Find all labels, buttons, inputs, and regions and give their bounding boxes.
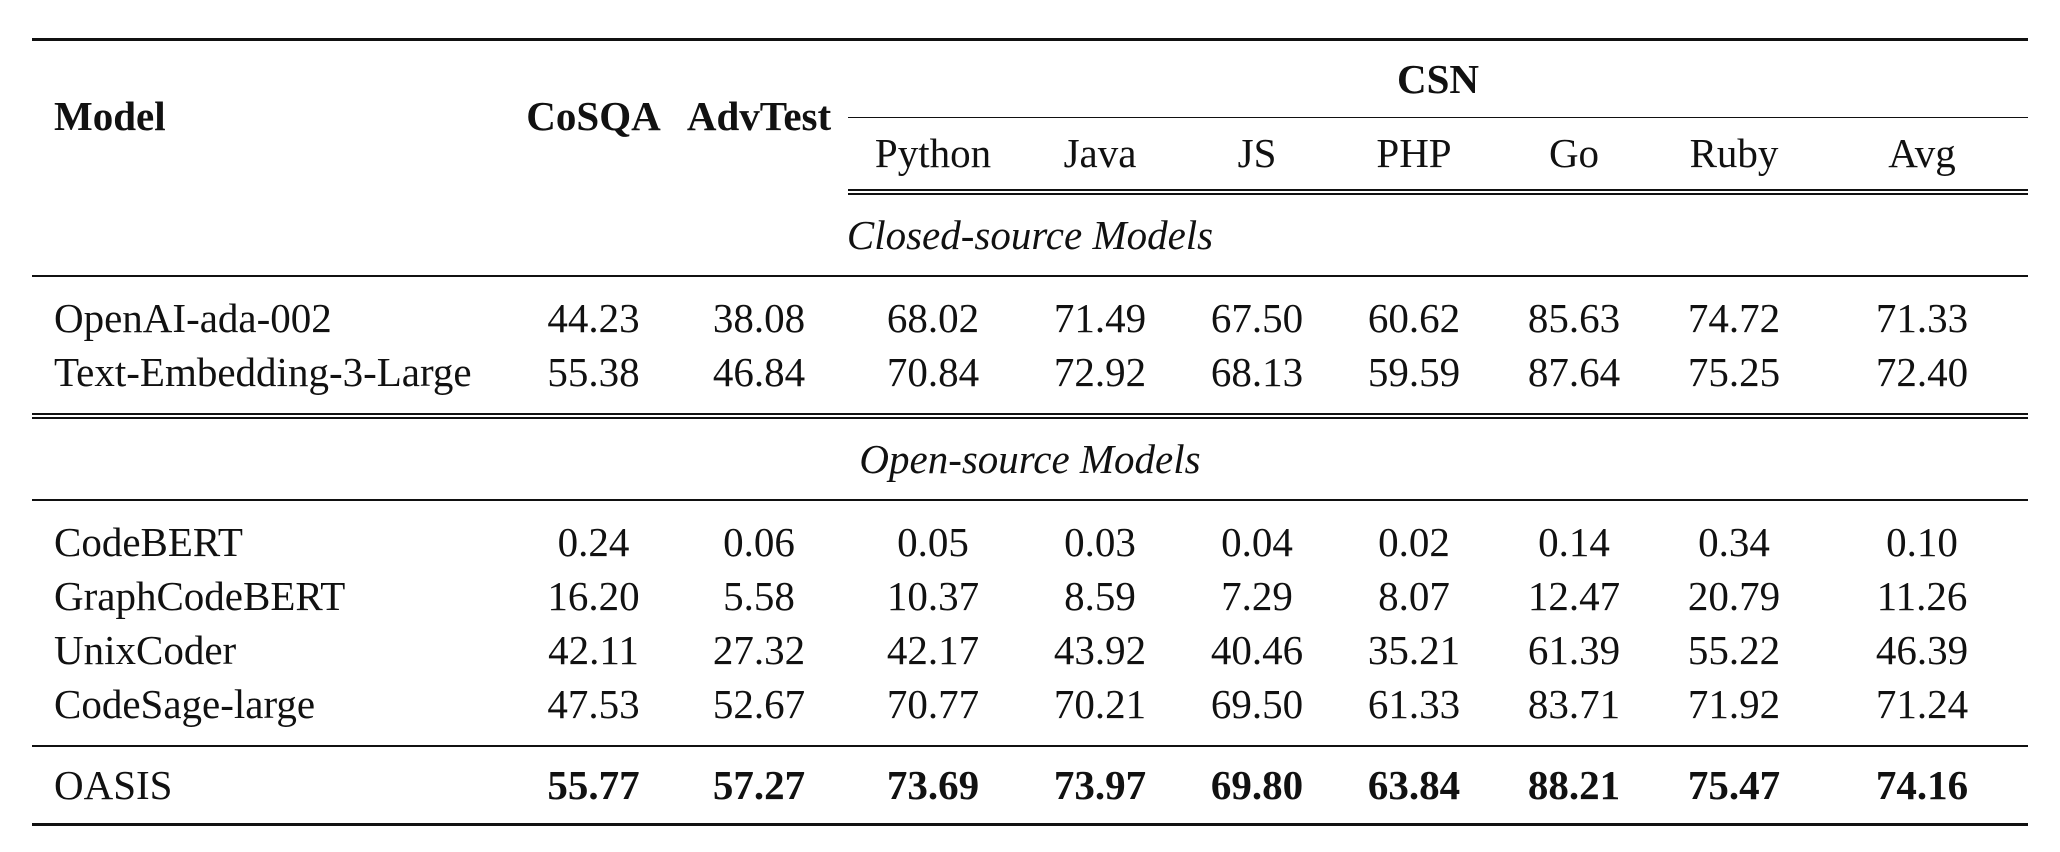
cell-value: 87.64 xyxy=(1527,348,1621,395)
cell-value: 67.50 xyxy=(1210,294,1304,341)
cell-value: 12.47 xyxy=(1527,572,1621,619)
cell-value: 75.25 xyxy=(1687,348,1781,395)
header-cosqa: CoSQA xyxy=(517,38,670,192)
cell-value: 38.08 xyxy=(712,294,806,341)
header-row-2: Python Java JS PHP Go Ruby Avg xyxy=(32,117,2028,195)
cell-value: 72.40 xyxy=(1875,348,1969,395)
cell-value: 71.49 xyxy=(1053,294,1147,341)
model-name: GraphCodeBERT xyxy=(54,572,346,619)
cell-value: 0.24 xyxy=(557,518,630,565)
header-row-1: Model CoSQA AdvTest CSN xyxy=(32,38,2028,192)
section-header-open: Open-source Models xyxy=(32,412,2028,501)
table-row: UnixCoder 42.11 27.32 42.17 43.92 40.46 … xyxy=(32,623,2028,677)
cell-value: 68.13 xyxy=(1210,348,1304,395)
cell-value: 10.37 xyxy=(886,572,980,619)
cell-value: 42.17 xyxy=(886,626,980,673)
cell-value: 27.32 xyxy=(712,626,806,673)
cell-value: 8.07 xyxy=(1378,572,1450,619)
cell-value-best: 57.27 xyxy=(670,744,848,826)
model-name: UnixCoder xyxy=(54,626,237,673)
section-header-closed: Closed-source Models xyxy=(32,191,2028,277)
cell-value-best: 69.80 xyxy=(1182,744,1332,826)
cell-value: 59.59 xyxy=(1367,348,1461,395)
section-title-closed: Closed-source Models xyxy=(32,191,2028,277)
cell-value: 5.58 xyxy=(723,572,795,619)
header-csn: CSN xyxy=(848,38,2028,118)
section-title-open: Open-source Models xyxy=(32,412,2028,501)
cell-value: 69.50 xyxy=(1210,680,1304,727)
model-name: CodeBERT xyxy=(54,518,243,565)
cell-value: 0.10 xyxy=(1886,518,1958,565)
cell-value: 44.23 xyxy=(547,294,640,341)
cell-value: 61.33 xyxy=(1367,680,1461,727)
cell-value: 83.71 xyxy=(1527,680,1621,727)
model-name: CodeSage-large xyxy=(54,680,316,727)
header-csn-avg: Avg xyxy=(1816,117,2028,195)
cell-value: 68.02 xyxy=(886,294,980,341)
model-name: Text-Embedding-3-Large xyxy=(54,348,472,395)
cell-value: 0.05 xyxy=(897,518,969,565)
table-row: CodeBERT 0.24 0.06 0.05 0.03 0.04 0.02 0… xyxy=(32,500,2028,569)
cell-value: 52.67 xyxy=(712,680,806,727)
cell-value: 74.72 xyxy=(1687,294,1781,341)
cell-value: 0.02 xyxy=(1378,518,1450,565)
cell-value-best: 73.69 xyxy=(848,744,1018,826)
table-row-oasis: OASIS 55.77 57.27 73.69 73.97 69.80 63.8… xyxy=(32,744,2028,826)
header-csn-ruby: Ruby xyxy=(1652,117,1816,195)
cell-value: 46.39 xyxy=(1875,626,1969,673)
cell-value-best: 88.21 xyxy=(1496,744,1652,826)
cell-value-best: 63.84 xyxy=(1332,744,1496,826)
cell-value: 70.21 xyxy=(1053,680,1147,727)
cell-value-best: 75.47 xyxy=(1652,744,1816,826)
results-table: Model CoSQA AdvTest CSN Python Java JS P… xyxy=(32,38,2028,826)
cell-value: 0.03 xyxy=(1064,518,1136,565)
cell-value: 16.20 xyxy=(547,572,640,619)
table-row: CodeSage-large 47.53 52.67 70.77 70.21 6… xyxy=(32,677,2028,746)
header-model: Model xyxy=(32,38,517,192)
model-name: OpenAI-ada-002 xyxy=(54,294,332,341)
cell-value: 71.92 xyxy=(1687,680,1781,727)
cell-value: 8.59 xyxy=(1064,572,1136,619)
header-csn-js: JS xyxy=(1182,117,1332,195)
cell-value: 70.77 xyxy=(886,680,980,727)
header-csn-php: PHP xyxy=(1332,117,1496,195)
results-table-container: Model CoSQA AdvTest CSN Python Java JS P… xyxy=(32,38,2028,826)
cell-value: 20.79 xyxy=(1687,572,1781,619)
table-row: Text-Embedding-3-Large 55.38 46.84 70.84… xyxy=(32,345,2028,416)
header-csn-python: Python xyxy=(848,117,1018,195)
cell-value: 35.21 xyxy=(1367,626,1461,673)
cell-value: 7.29 xyxy=(1221,572,1293,619)
cell-value: 71.33 xyxy=(1875,294,1969,341)
cell-value: 42.11 xyxy=(548,626,639,673)
cell-value: 70.84 xyxy=(886,348,980,395)
cell-value: 0.04 xyxy=(1221,518,1293,565)
cell-value: 0.14 xyxy=(1538,518,1610,565)
cell-value: 85.63 xyxy=(1527,294,1621,341)
cell-value-best: 73.97 xyxy=(1018,744,1182,826)
cell-value: 60.62 xyxy=(1367,294,1461,341)
cell-value: 47.53 xyxy=(547,680,640,727)
cell-value: 0.06 xyxy=(723,518,795,565)
cell-value: 43.92 xyxy=(1053,626,1147,673)
cell-value: 11.26 xyxy=(1876,572,1968,619)
cell-value: 55.38 xyxy=(547,348,640,395)
header-csn-go: Go xyxy=(1496,117,1652,195)
cell-value: 55.22 xyxy=(1687,626,1781,673)
header-advtest: AdvTest xyxy=(670,38,848,192)
model-name: OASIS xyxy=(32,744,517,826)
header-csn-java: Java xyxy=(1018,117,1182,195)
cell-value-best: 55.77 xyxy=(517,744,670,826)
cell-value: 72.92 xyxy=(1053,348,1147,395)
cell-value: 71.24 xyxy=(1875,680,1969,727)
cell-value-best: 74.16 xyxy=(1816,744,2028,826)
table-row: GraphCodeBERT 16.20 5.58 10.37 8.59 7.29… xyxy=(32,569,2028,623)
cell-value: 46.84 xyxy=(712,348,806,395)
cell-value: 0.34 xyxy=(1698,518,1770,565)
cell-value: 40.46 xyxy=(1210,626,1304,673)
table-row: OpenAI-ada-002 44.23 38.08 68.02 71.49 6… xyxy=(32,276,2028,345)
cell-value: 61.39 xyxy=(1527,626,1621,673)
